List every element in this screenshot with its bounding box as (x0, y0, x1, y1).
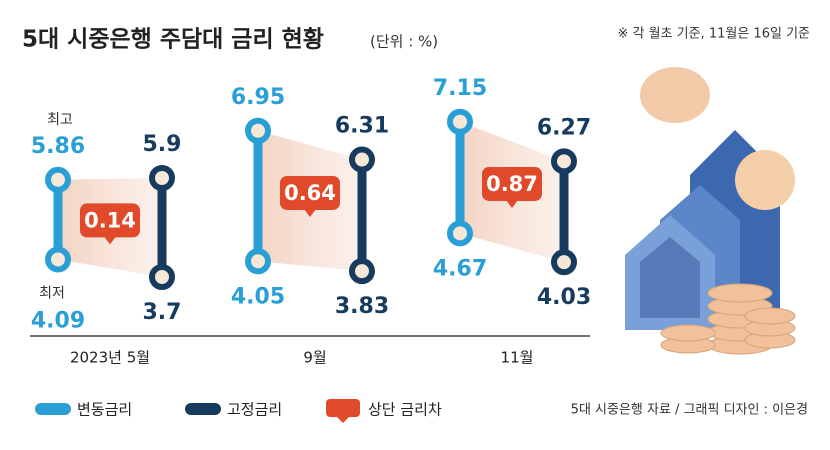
gap-bubble (80, 203, 140, 238)
gap-bubble (280, 175, 340, 210)
max-dot (349, 146, 375, 173)
legend-label: 변동금리 (77, 401, 132, 419)
min-dot (349, 258, 375, 285)
gap-label: 0.64 (284, 181, 336, 205)
min-dot (447, 220, 473, 247)
min-label: 3.7 (143, 300, 182, 325)
max-dot (245, 117, 271, 144)
max-label: 6.27 (537, 115, 591, 140)
min-caption: 최저 (39, 285, 65, 301)
legend-swatch (326, 399, 360, 417)
min-label: 4.67 (433, 256, 487, 281)
chart-title: 5대 시중은행 주담대 금리 현황 (22, 27, 324, 53)
max-caption: 최고 (47, 112, 73, 128)
legend-swatch (185, 403, 221, 415)
max-dot (149, 165, 175, 191)
gap-bubble-tail (506, 199, 518, 208)
x-tick-label: 9월 (303, 349, 326, 367)
max-label: 6.31 (335, 114, 389, 139)
min-dot (551, 249, 577, 276)
max-label: 6.95 (231, 85, 285, 110)
decoration (625, 67, 796, 355)
x-tick-label: 2023년 5월 (70, 349, 150, 367)
legend-label: 상단 금리차 (368, 401, 442, 419)
min-label: 4.03 (537, 285, 591, 310)
legend-swatch-tail (337, 417, 349, 423)
unit: (단위 : %) (370, 33, 438, 51)
gap-bubble-tail (304, 208, 316, 217)
legend-swatch (35, 403, 71, 415)
note: ※ 각 월초 기준, 11월은 16일 기준 (617, 27, 810, 42)
min-dot (245, 248, 271, 275)
max-label: 5.9 (143, 132, 182, 157)
gap-label: 0.87 (486, 172, 538, 196)
min-label: 3.83 (335, 294, 389, 319)
max-dot (45, 166, 71, 193)
source: 5대 시중은행 자료 / 그래픽 디자인 : 이은경 (571, 402, 808, 418)
legend-label: 고정금리 (227, 401, 282, 419)
gap-label: 0.14 (84, 208, 136, 232)
min-label: 4.05 (231, 284, 285, 309)
gap-bubble-tail (104, 236, 116, 245)
x-tick-label: 11월 (501, 349, 534, 367)
max-dot (447, 108, 473, 135)
gap-bubble (482, 166, 542, 201)
max-label: 7.15 (433, 76, 487, 101)
min-dot (45, 246, 71, 273)
max-label: 5.86 (31, 134, 85, 159)
min-dot (149, 264, 175, 290)
max-dot (551, 148, 577, 175)
min-label: 4.09 (31, 308, 85, 333)
